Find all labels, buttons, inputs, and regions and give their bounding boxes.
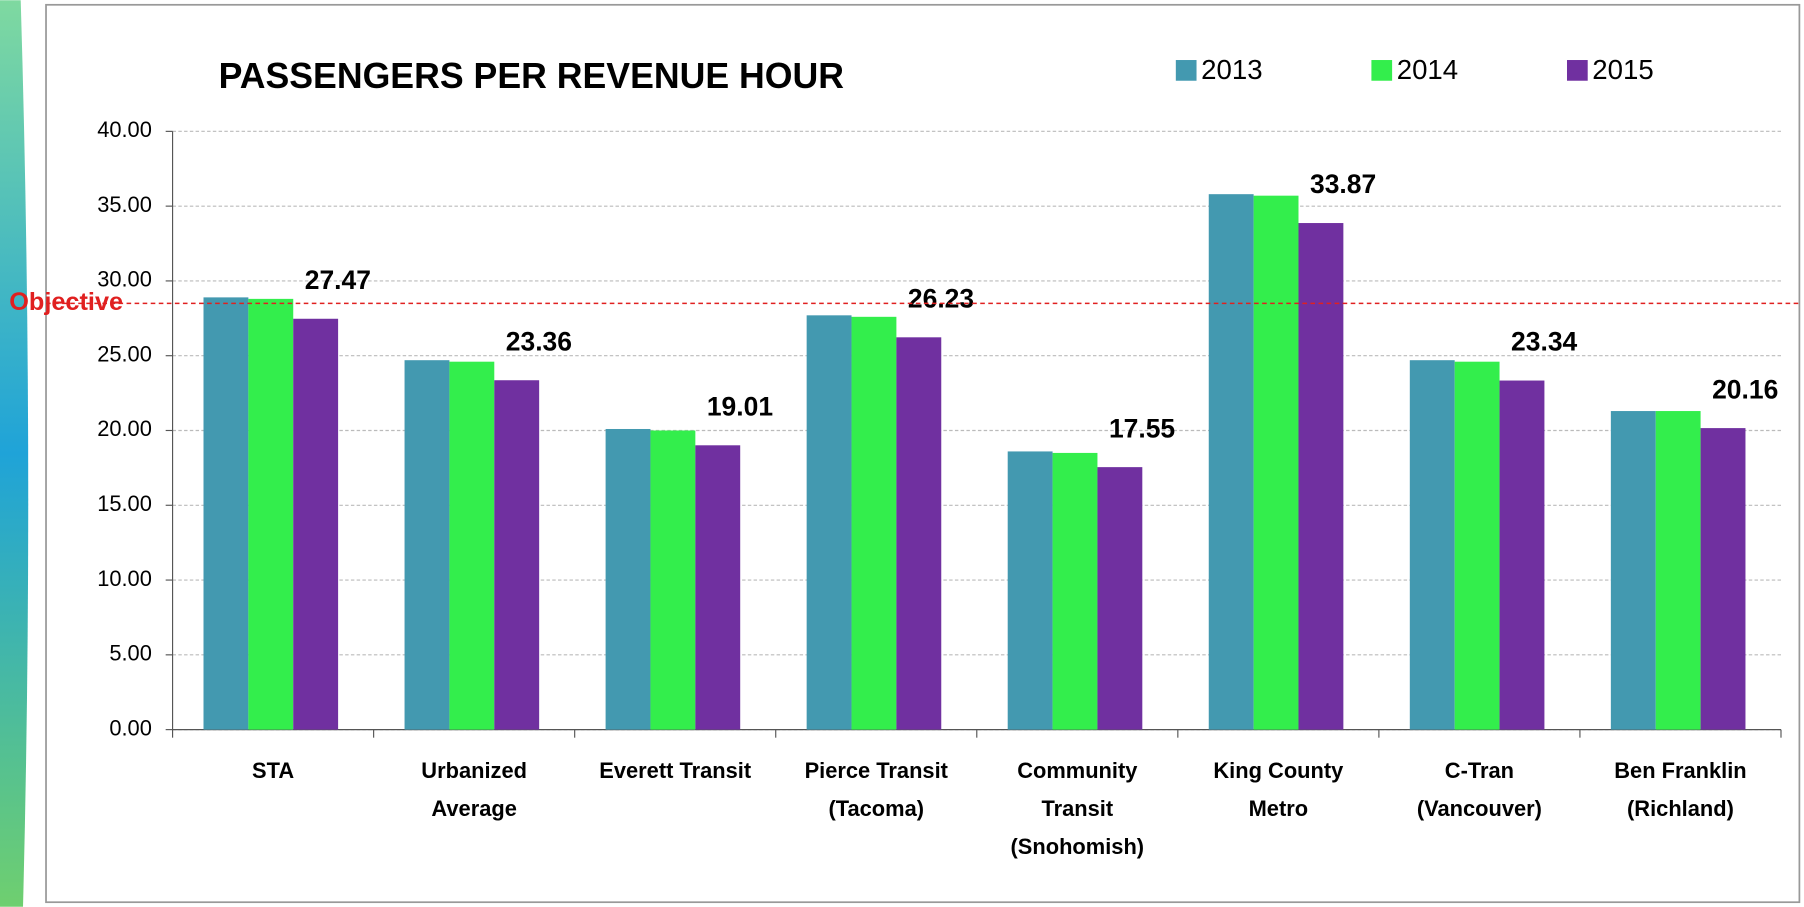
x-tick-label: C-Tran (Vancouver): [1416, 759, 1542, 822]
chart-title: PASSENGERS PER REVENUE HOUR: [219, 56, 845, 96]
x-tick-label-box: Everett Transit: [599, 759, 752, 784]
x-tick-label: STA: [252, 759, 295, 784]
y-tick-label: 30.00: [97, 267, 152, 292]
bar: [449, 361, 495, 730]
bar: [1097, 467, 1143, 730]
bar: [1208, 194, 1254, 730]
bar: [1499, 380, 1545, 730]
x-tick-label-box: STA: [252, 759, 295, 784]
bar: [806, 315, 852, 730]
bar: [1454, 361, 1500, 730]
data-label: 20.16: [1712, 374, 1778, 404]
y-tick-label: 0.00: [109, 715, 152, 740]
bar: [695, 445, 741, 730]
legend-label: 2014: [1397, 54, 1458, 85]
bar: [1700, 428, 1746, 730]
bar: [1298, 223, 1344, 730]
bar: [1655, 411, 1701, 730]
bar: [494, 380, 540, 730]
data-label: 27.47: [305, 265, 371, 295]
legend-label: 2015: [1592, 54, 1653, 85]
legend-label: 2013: [1201, 54, 1262, 85]
bar: [1253, 195, 1299, 730]
decoration: [0, 0, 29, 907]
legend-swatch: [1371, 60, 1393, 81]
bar: [203, 297, 249, 730]
legend-swatch: [1566, 60, 1588, 81]
x-tick-label: Pierce Transit (Tacoma): [804, 759, 948, 822]
x-tick-label: Community Transit (Snohomish): [1010, 759, 1145, 860]
bar: [1007, 451, 1053, 730]
y-tick-label: 20.00: [97, 416, 152, 441]
y-tick-label: 15.00: [97, 491, 152, 516]
bar: [650, 430, 696, 730]
y-tick-label: 40.00: [97, 117, 152, 142]
y-tick-label: 10.00: [97, 566, 152, 591]
data-label: 23.34: [1511, 327, 1577, 357]
x-tick-label: Urbanized Average: [421, 759, 527, 822]
bar: [896, 337, 942, 730]
objective-label: Objective: [9, 288, 123, 316]
y-tick-label: 5.00: [109, 641, 152, 666]
x-tick-label-box: Ben Franklin (Richland): [1614, 759, 1747, 822]
bar: [1052, 452, 1098, 730]
data-label: 23.36: [506, 326, 572, 356]
data-label: 17.55: [1109, 413, 1175, 443]
x-tick-label: Everett Transit: [599, 759, 752, 784]
bar: [605, 428, 651, 730]
x-tick-label-box: C-Tran (Vancouver): [1416, 759, 1542, 822]
data-label: 26.23: [908, 283, 974, 313]
bar: [1409, 360, 1455, 730]
bar: [851, 316, 897, 730]
data-label: 19.01: [707, 391, 773, 421]
x-tick-label: Ben Franklin (Richland): [1614, 759, 1747, 822]
bar: [248, 298, 294, 730]
bar: [404, 360, 450, 730]
x-tick-label-box: Urbanized Average: [421, 759, 527, 822]
bar: [293, 318, 339, 730]
x-tick-label: King County Metro: [1213, 759, 1344, 822]
legend-swatch: [1175, 60, 1197, 81]
x-tick-label-box: Pierce Transit (Tacoma): [804, 759, 948, 822]
bar: [1610, 411, 1656, 730]
x-tick-label-box: Community Transit (Snohomish): [1010, 759, 1145, 860]
data-label: 33.87: [1310, 169, 1376, 199]
y-tick-label: 25.00: [97, 341, 152, 366]
y-tick-label: 35.00: [97, 192, 152, 217]
x-tick-label-box: King County Metro: [1213, 759, 1344, 822]
